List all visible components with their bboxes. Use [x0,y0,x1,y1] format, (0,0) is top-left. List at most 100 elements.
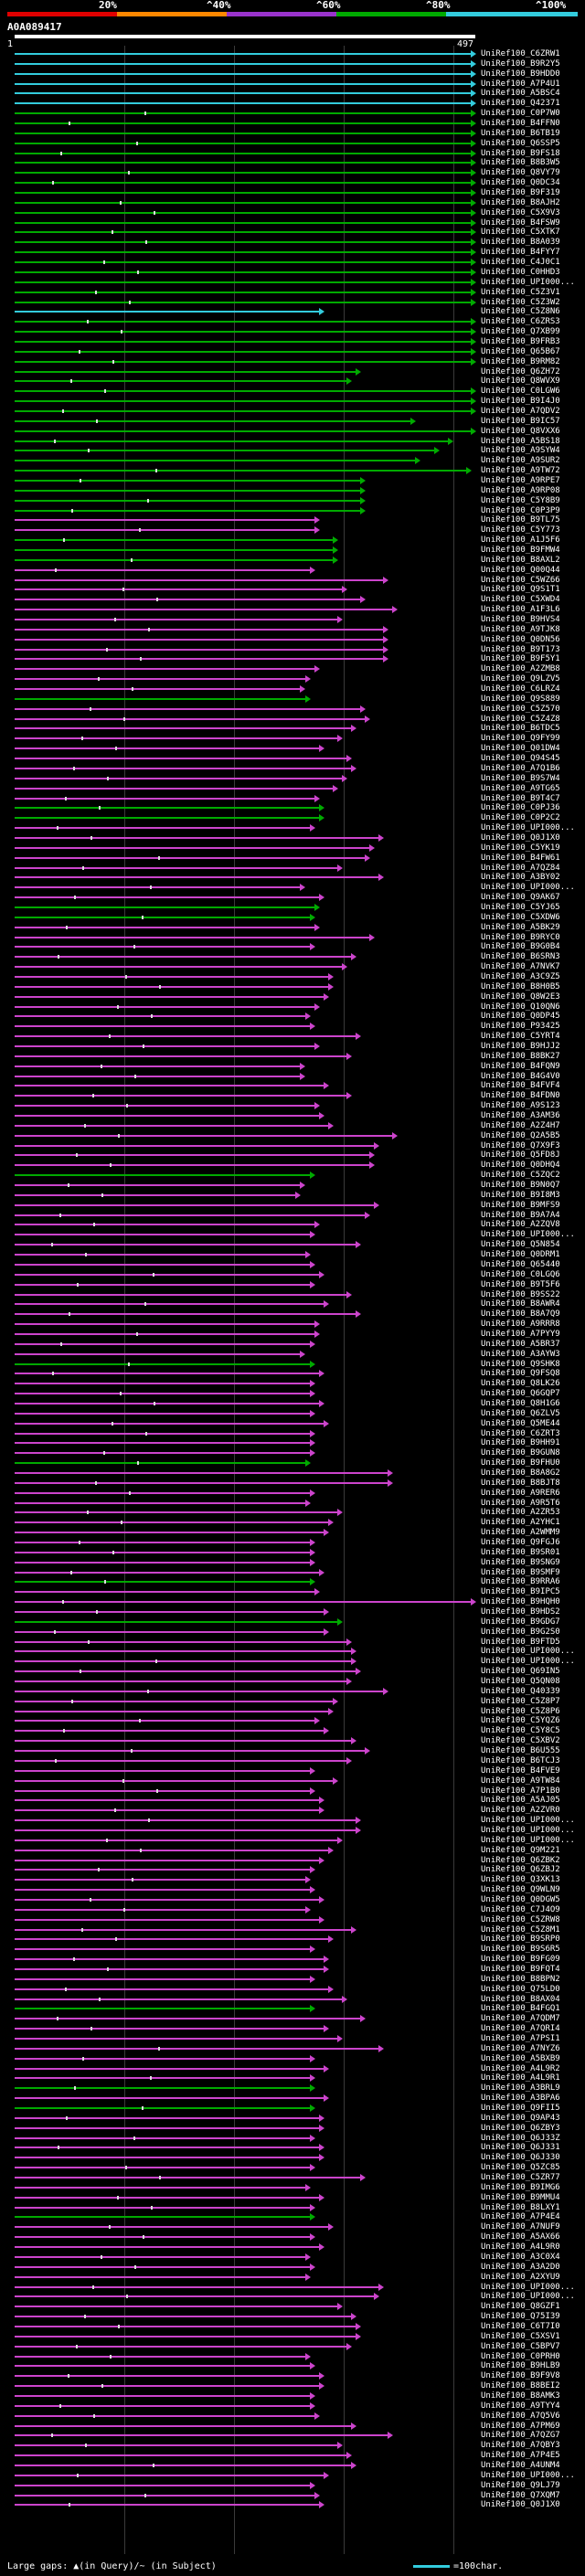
hit-bar[interactable] [15,1790,310,1792]
hit-label[interactable]: UniRef100_C5XTK7 [481,228,560,237]
hit-label[interactable]: UniRef100_B9RYC0 [481,933,560,942]
hit-label[interactable]: UniRef100_C5Z8N6 [481,307,560,316]
hit-bar[interactable] [15,371,356,373]
hit-label[interactable]: UniRef100_Q9S1T1 [481,585,560,594]
hit-bar[interactable] [15,1154,369,1156]
hit-label[interactable]: UniRef100_B9RM82 [481,357,560,366]
hit-bar[interactable] [15,588,342,590]
hit-label[interactable]: UniRef100_Q01DW4 [481,744,560,753]
hit-bar[interactable] [15,1680,346,1682]
hit-label[interactable]: UniRef100_B8AX04 [481,1995,560,2004]
hit-bar[interactable] [15,112,471,114]
hit-bar[interactable] [15,1929,351,1931]
hit-label[interactable]: UniRef100_C5XWD4 [481,595,560,604]
hit-label[interactable]: UniRef100_Q6SSP5 [481,139,560,148]
hit-bar[interactable] [15,1164,369,1166]
hit-bar[interactable] [15,2266,310,2268]
hit-label[interactable]: UniRef100_A7P4E5 [481,2451,560,2460]
hit-bar[interactable] [15,1869,310,1871]
hit-bar[interactable] [15,2197,319,2199]
hit-label[interactable]: UniRef100_C7J4O9 [481,1905,560,1914]
hit-bar[interactable] [15,2346,346,2348]
hit-bar[interactable] [15,2415,314,2417]
hit-bar[interactable] [15,798,314,800]
hit-bar[interactable] [15,569,310,571]
hit-bar[interactable] [15,956,351,958]
hit-label[interactable]: UniRef100_A2ZR53 [481,1508,560,1517]
hit-label[interactable]: UniRef100_A7QZ84 [481,864,560,873]
hit-label[interactable]: UniRef100_A5BS18 [481,437,560,446]
hit-label[interactable]: UniRef100_A5AJ05 [481,1796,560,1805]
hit-bar[interactable] [15,1423,324,1425]
hit-label[interactable]: UniRef100_Q6J33Z [481,2134,560,2143]
hit-label[interactable]: UniRef100_A5BSC4 [481,89,560,98]
hit-label[interactable]: UniRef100_Q6J330 [481,2153,560,2162]
hit-bar[interactable] [15,758,346,759]
hit-label[interactable]: UniRef100_C5Z4Z8 [481,715,560,724]
hit-label[interactable]: UniRef100_C0P7W0 [481,109,560,118]
hit-label[interactable]: UniRef100_A9R5T6 [481,1499,560,1508]
hit-bar[interactable] [15,1650,351,1652]
hit-bar[interactable] [15,1701,333,1702]
hit-bar[interactable] [15,1860,319,1861]
hit-label[interactable]: UniRef100_B8AJH2 [481,198,560,207]
hit-bar[interactable] [15,430,471,432]
hit-bar[interactable] [15,1284,310,1286]
hit-bar[interactable] [15,2077,310,2079]
hit-bar[interactable] [15,688,300,690]
hit-bar[interactable] [15,251,471,253]
hit-bar[interactable] [15,658,383,660]
hit-bar[interactable] [15,1542,310,1543]
hit-label[interactable]: UniRef100_A9RER6 [481,1489,560,1498]
hit-bar[interactable] [15,172,471,174]
hit-bar[interactable] [15,2306,337,2307]
hit-bar[interactable] [15,2336,356,2337]
hit-label[interactable]: UniRef100_A7PSI1 [481,2034,560,2043]
hit-bar[interactable] [15,976,328,978]
hit-bar[interactable] [15,917,310,918]
hit-bar[interactable] [15,1442,310,1444]
hit-label[interactable]: UniRef100_A3BY02 [481,873,560,882]
hit-label[interactable]: UniRef100_Q8W2E3 [481,992,560,1002]
hit-bar[interactable] [15,708,360,710]
hit-bar[interactable] [15,321,471,323]
hit-bar[interactable] [15,1899,319,1901]
hit-bar[interactable] [15,1572,319,1574]
hit-bar[interactable] [15,361,471,363]
hit-bar[interactable] [15,53,471,55]
hit-label[interactable]: UniRef100_A7NVK7 [481,962,560,971]
hit-bar[interactable] [15,678,305,680]
hit-bar[interactable] [15,718,365,720]
hit-label[interactable]: UniRef100_UPI000... [481,278,575,287]
hit-label[interactable]: UniRef100_C5YRT4 [481,1032,560,1041]
hit-bar[interactable] [15,2326,356,2327]
hit-label[interactable]: UniRef100_B4FGQ1 [481,2004,560,2013]
hit-bar[interactable] [15,1909,305,1911]
hit-label[interactable]: UniRef100_Q6J331 [481,2143,560,2152]
hit-bar[interactable] [15,768,351,769]
hit-bar[interactable] [15,1452,310,1454]
hit-label[interactable]: UniRef100_Q65B67 [481,347,560,356]
hit-bar[interactable] [15,2485,310,2486]
hit-bar[interactable] [15,1065,300,1067]
hit-bar[interactable] [15,927,314,928]
hit-bar[interactable] [15,1015,305,1017]
hit-bar[interactable] [15,1988,328,1990]
hit-label[interactable]: UniRef100_B8AXL2 [481,556,560,565]
hit-bar[interactable] [15,2068,324,2070]
hit-label[interactable]: UniRef100_B6U555 [481,1746,560,1755]
hit-label[interactable]: UniRef100_A4L9R2 [481,2064,560,2073]
hit-bar[interactable] [15,1819,356,1821]
hit-label[interactable]: UniRef100_C5Z570 [481,705,560,714]
hit-label[interactable]: UniRef100_C5Y8C5 [481,1726,560,1735]
hit-bar[interactable] [15,143,471,144]
hit-bar[interactable] [15,986,328,988]
hit-label[interactable]: UniRef100_A7Q1B6 [481,764,560,773]
hit-bar[interactable] [15,847,369,849]
hit-bar[interactable] [15,2395,310,2397]
hit-label[interactable]: UniRef100_B8AWR4 [481,1299,560,1309]
hit-bar[interactable] [15,1511,337,1513]
hit-bar[interactable] [15,2256,305,2258]
hit-bar[interactable] [15,302,471,303]
hit-label[interactable]: UniRef100_B9T173 [481,645,560,654]
